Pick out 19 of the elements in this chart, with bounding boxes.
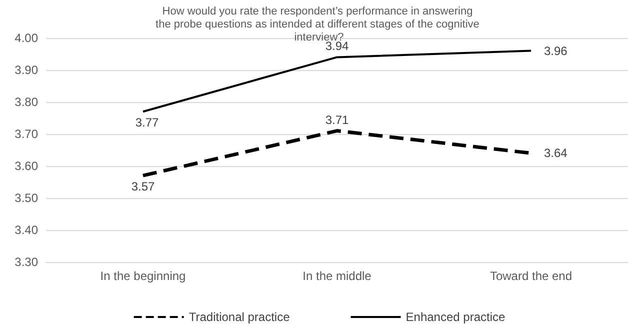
y-tick-label: 3.50	[14, 191, 38, 205]
data-label: 3.71	[325, 112, 349, 127]
y-tick-label: 3.80	[14, 95, 38, 109]
legend-label: Enhanced practice	[406, 310, 506, 324]
y-tick-label: 3.40	[14, 223, 38, 237]
y-tick-label: 3.90	[14, 63, 38, 77]
y-tick-label: 4.00	[14, 31, 38, 45]
data-label: 3.96	[544, 44, 568, 58]
data-label: 3.94	[325, 39, 349, 54]
y-tick-label: 3.60	[14, 159, 38, 173]
data-label: 3.77	[135, 116, 159, 130]
legend-label: Traditional practice	[188, 310, 290, 324]
y-tick-label: 3.30	[14, 255, 38, 269]
y-tick-label: 3.70	[14, 127, 38, 141]
data-label: 3.57	[131, 180, 155, 194]
x-tick-label: In the middle	[302, 269, 372, 283]
data-label: 3.64	[544, 146, 568, 160]
x-tick-label: In the beginning	[100, 269, 186, 283]
x-tick-label: Toward the end	[490, 269, 572, 283]
